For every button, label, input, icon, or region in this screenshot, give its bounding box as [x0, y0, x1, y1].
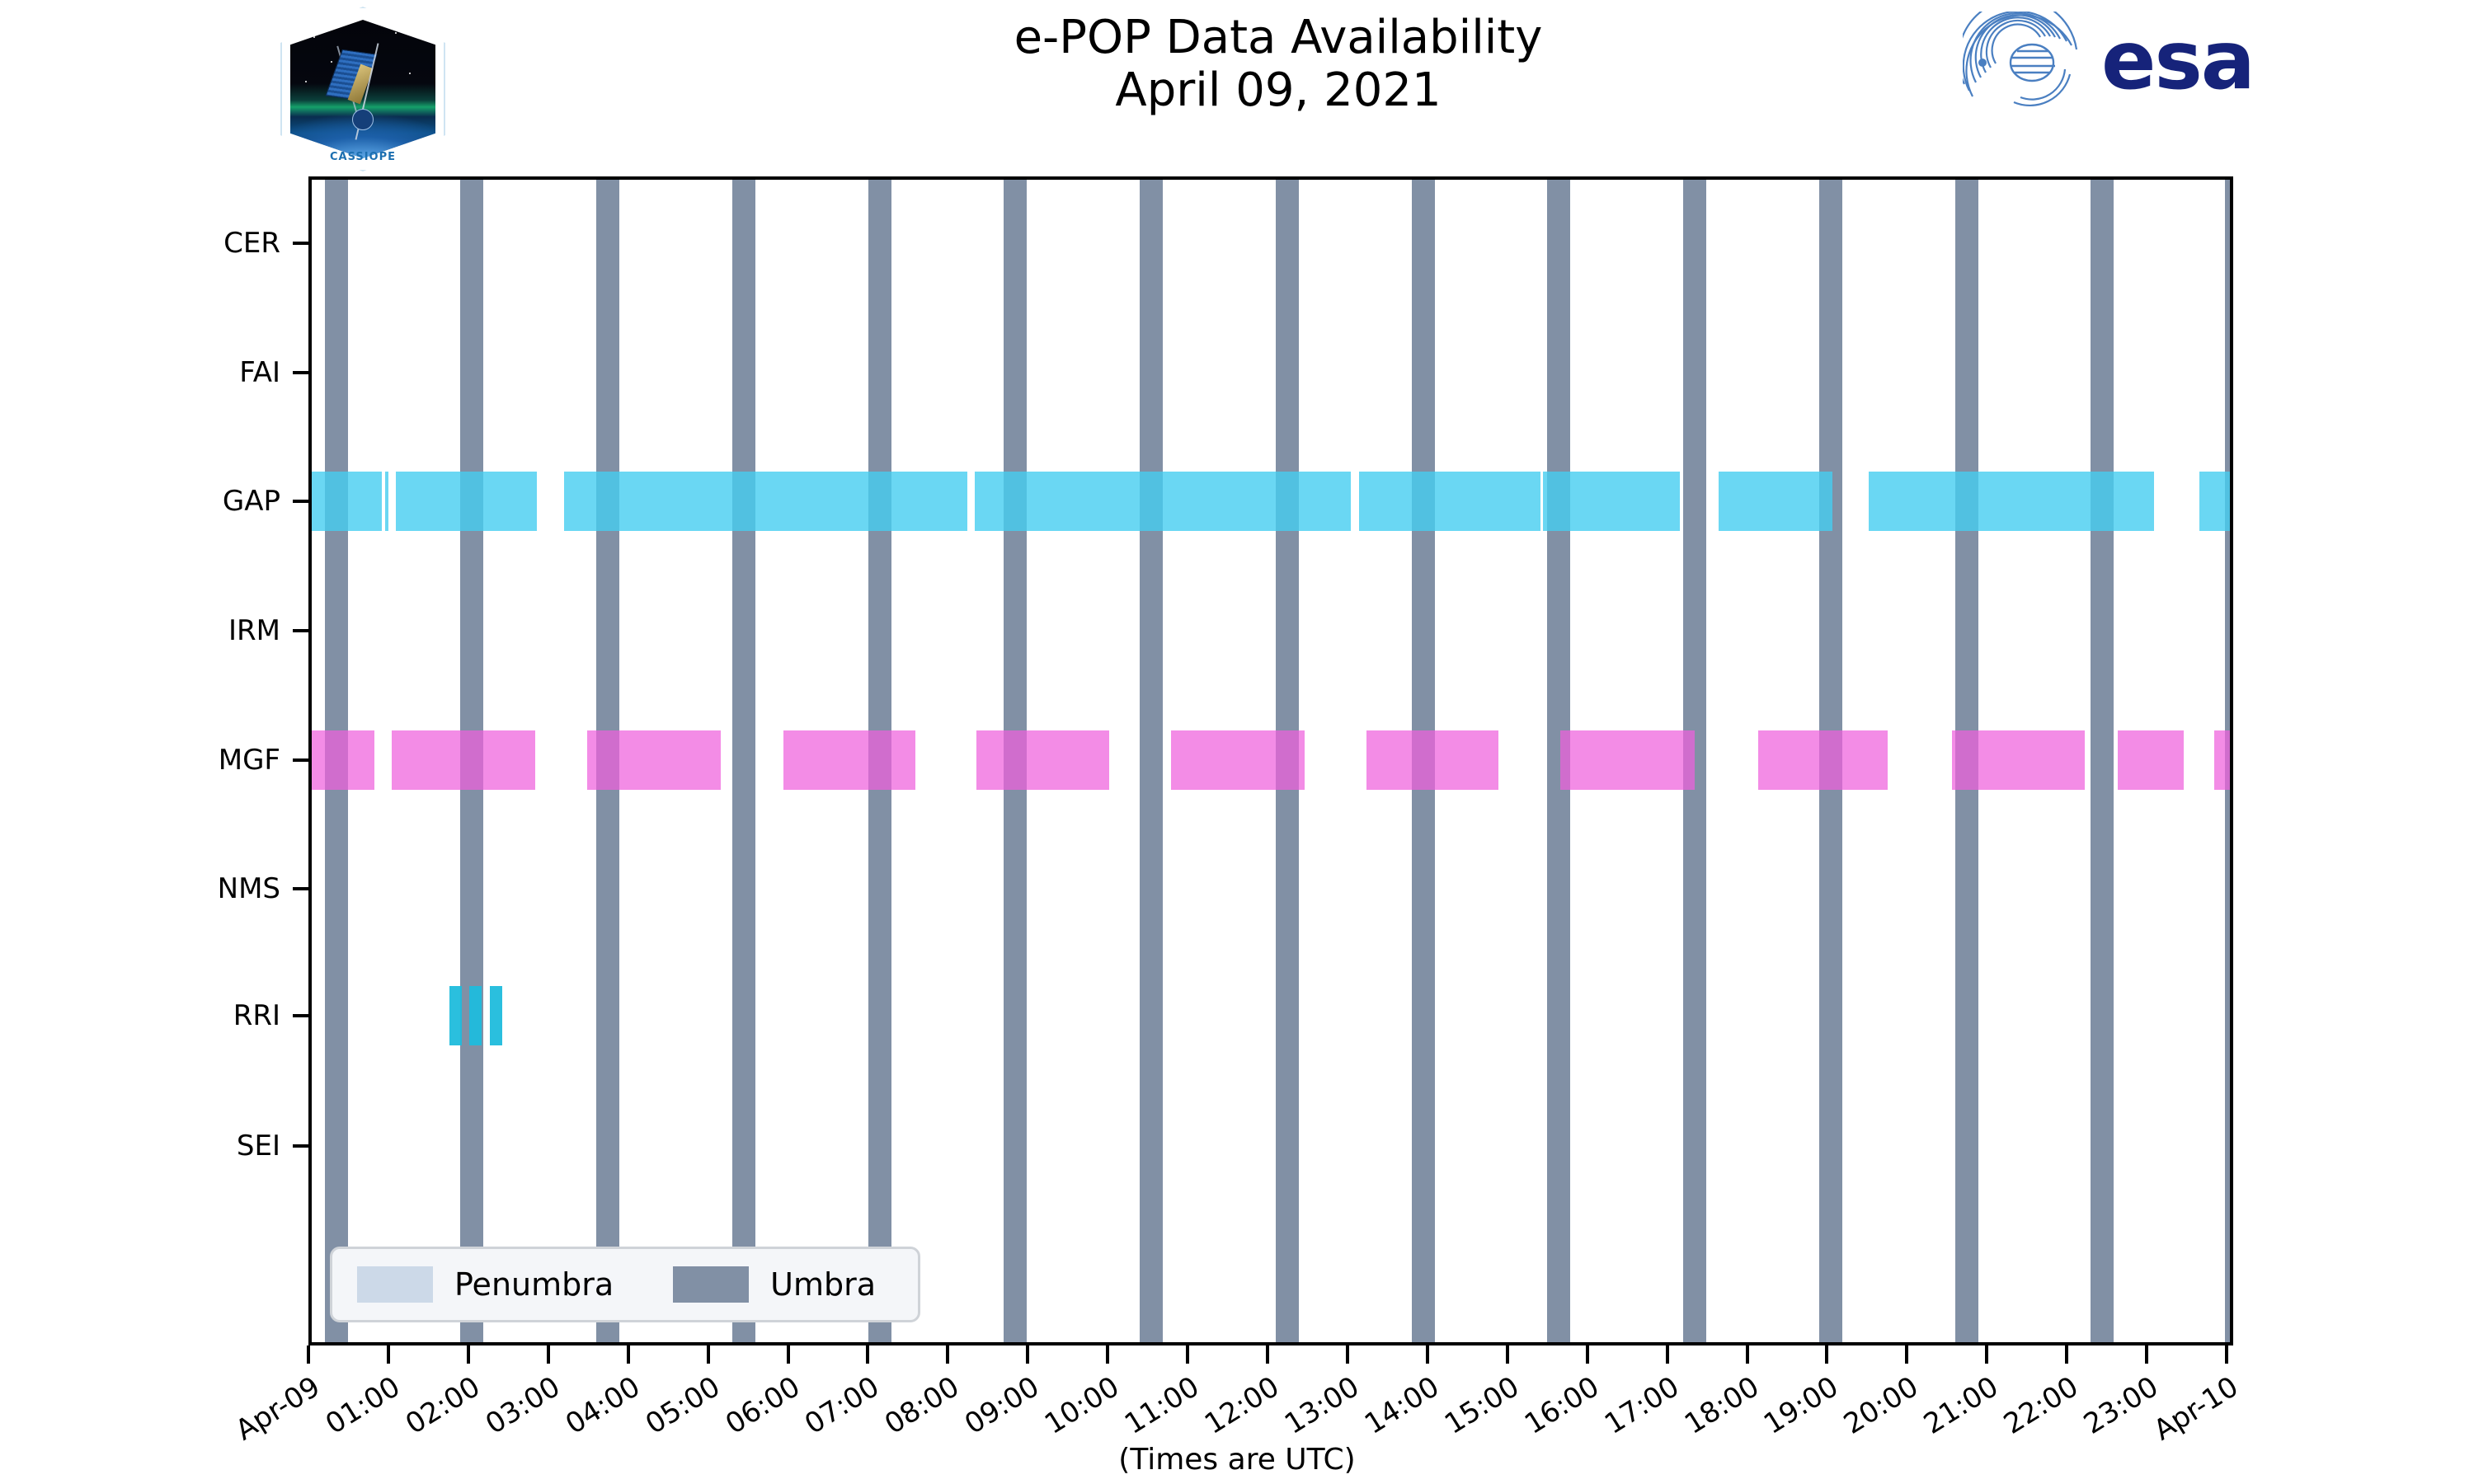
x-tick-mark: [2225, 1345, 2228, 1364]
y-tick-label-irm: IRM: [228, 614, 280, 647]
availability-bar-mgf: [391, 730, 536, 790]
y-tick-mark: [293, 371, 308, 374]
umbra-band: [731, 180, 755, 1342]
x-tick-mark: [946, 1345, 950, 1364]
x-tick-mark: [1425, 1345, 1429, 1364]
y-tick-mark: [293, 629, 308, 632]
x-tick-mark: [307, 1345, 310, 1364]
x-tick-mark: [466, 1345, 470, 1364]
availability-bar-mgf: [587, 730, 722, 790]
availability-bar-gap: [1868, 472, 2154, 531]
y-tick-label-fai: FAI: [239, 356, 280, 389]
x-tick-mark: [1505, 1345, 1509, 1364]
umbra-band: [2091, 180, 2114, 1342]
availability-bar-gap: [312, 472, 383, 531]
y-tick-mark: [293, 500, 308, 503]
availability-bar-mgf: [1559, 730, 1695, 790]
x-tick-mark: [1266, 1345, 1269, 1364]
availability-bar-mgf: [1758, 730, 1888, 790]
cassiope-logo-caption: CASSIOPE: [329, 151, 397, 163]
availability-bar-gap: [975, 472, 1351, 531]
x-tick-mark: [1825, 1345, 1829, 1364]
legend-swatch-umbra: [673, 1266, 750, 1303]
x-tick-mark: [1985, 1345, 1989, 1364]
esa-globe-icon: [1963, 12, 2078, 106]
availability-bar-gap: [564, 472, 967, 531]
availability-bar-rri: [449, 986, 463, 1045]
page-header: CASSIOPE e-POP Data Availability April 0…: [0, 0, 2474, 177]
x-tick-mark: [1665, 1345, 1669, 1364]
legend-item-penumbra: Penumbra: [357, 1266, 614, 1303]
x-tick-mark: [786, 1345, 790, 1364]
esa-wordmark: esa: [2101, 14, 2255, 108]
x-tick-mark: [1026, 1345, 1030, 1364]
y-tick-label-cer: CER: [223, 227, 280, 260]
esa-logo: esa: [1963, 12, 2326, 110]
availability-bar-gap: [1542, 472, 1681, 531]
x-tick-mark: [2145, 1345, 2149, 1364]
x-tick-mark: [1905, 1345, 1909, 1364]
legend-label-umbra: Umbra: [770, 1266, 877, 1303]
y-tick-mark: [293, 887, 308, 890]
availability-bar-gap: [1358, 472, 1540, 531]
legend-label-penumbra: Penumbra: [454, 1266, 614, 1303]
availability-bar-mgf: [2213, 730, 2230, 790]
x-tick-mark: [386, 1345, 390, 1364]
y-tick-mark: [293, 1014, 308, 1017]
x-tick-mark: [1745, 1345, 1749, 1364]
axis-bottom-spine: [308, 1342, 2233, 1345]
availability-bar-mgf: [783, 730, 915, 790]
csa-badge-icon: [352, 109, 374, 130]
y-tick-label-nms: NMS: [217, 872, 280, 905]
x-tick-mark: [866, 1345, 870, 1364]
plot-clip-region: [312, 180, 2230, 1342]
availability-bar-mgf: [976, 730, 1110, 790]
title-line-1: e-POP Data Availability: [1014, 11, 1543, 64]
cassiope-mission-logo: CASSIOPE: [280, 7, 445, 171]
y-tick-mark: [293, 758, 308, 762]
page-title: e-POP Data Availability April 09, 2021: [742, 12, 1814, 117]
y-tick-label-mgf: MGF: [218, 744, 280, 777]
availability-bar-gap: [395, 472, 538, 531]
umbra-band: [1140, 180, 1164, 1342]
availability-bar-gap: [2199, 472, 2230, 531]
x-tick-mark: [2065, 1345, 2069, 1364]
availability-bar-mgf: [2118, 730, 2184, 790]
x-tick-mark: [546, 1345, 550, 1364]
availability-bar-mgf: [1951, 730, 2085, 790]
legend-item-umbra: Umbra: [673, 1266, 876, 1303]
availability-bar-rri: [468, 986, 482, 1045]
y-tick-label-sei: SEI: [236, 1129, 280, 1162]
availability-bar-mgf: [312, 730, 374, 790]
x-tick-mark: [1345, 1345, 1349, 1364]
y-tick-mark: [293, 242, 308, 245]
x-tick-mark: [1186, 1345, 1190, 1364]
availability-bar-gap: [1718, 472, 1833, 531]
x-axis-title: (Times are UTC): [1118, 1443, 1356, 1477]
axis-top-spine: [308, 176, 2233, 180]
availability-bar-gap: [385, 472, 389, 531]
availability-bar-mgf: [1366, 730, 1499, 790]
x-tick-mark: [706, 1345, 710, 1364]
availability-bar-mgf: [1170, 730, 1305, 790]
chart-legend: Penumbra Umbra: [330, 1247, 920, 1322]
legend-swatch-penumbra: [357, 1266, 433, 1303]
plot-area: [308, 176, 2233, 1345]
y-tick-label-gap: GAP: [222, 485, 280, 518]
x-tick-mark: [1106, 1345, 1110, 1364]
availability-bar-rri: [490, 986, 502, 1045]
logo-hex-image: [290, 20, 435, 158]
title-line-2: April 09, 2021: [1115, 63, 1442, 117]
y-tick-label-rri: RRI: [233, 999, 280, 1032]
x-tick-mark: [626, 1345, 630, 1364]
y-tick-mark: [293, 1144, 308, 1148]
x-tick-mark: [1585, 1345, 1589, 1364]
